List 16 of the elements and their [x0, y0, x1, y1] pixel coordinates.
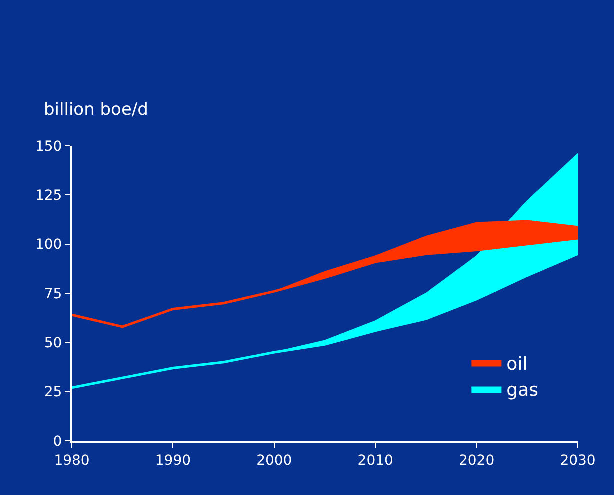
y-axis-title: billion boe/d: [44, 100, 148, 120]
x-tick-label: 2010: [358, 452, 394, 469]
x-tick-label: 2020: [458, 452, 495, 469]
y-tick-label: 0: [53, 434, 62, 450]
legend-label: gas: [506, 380, 539, 402]
y-tick-label: 75: [44, 286, 62, 302]
y-tick-label: 125: [35, 188, 62, 204]
y-tick-label: 50: [44, 336, 62, 352]
x-tick-label: 2000: [256, 452, 292, 469]
x-tick-label: 1990: [155, 452, 192, 469]
y-tick-label: 25: [44, 384, 62, 401]
x-tick-label: 1980: [54, 452, 90, 469]
legend-label: oil: [506, 354, 528, 375]
y-tick-label: 100: [35, 237, 62, 254]
y-tick-label: 150: [35, 138, 62, 155]
x-tick-label: 2030: [560, 452, 596, 469]
